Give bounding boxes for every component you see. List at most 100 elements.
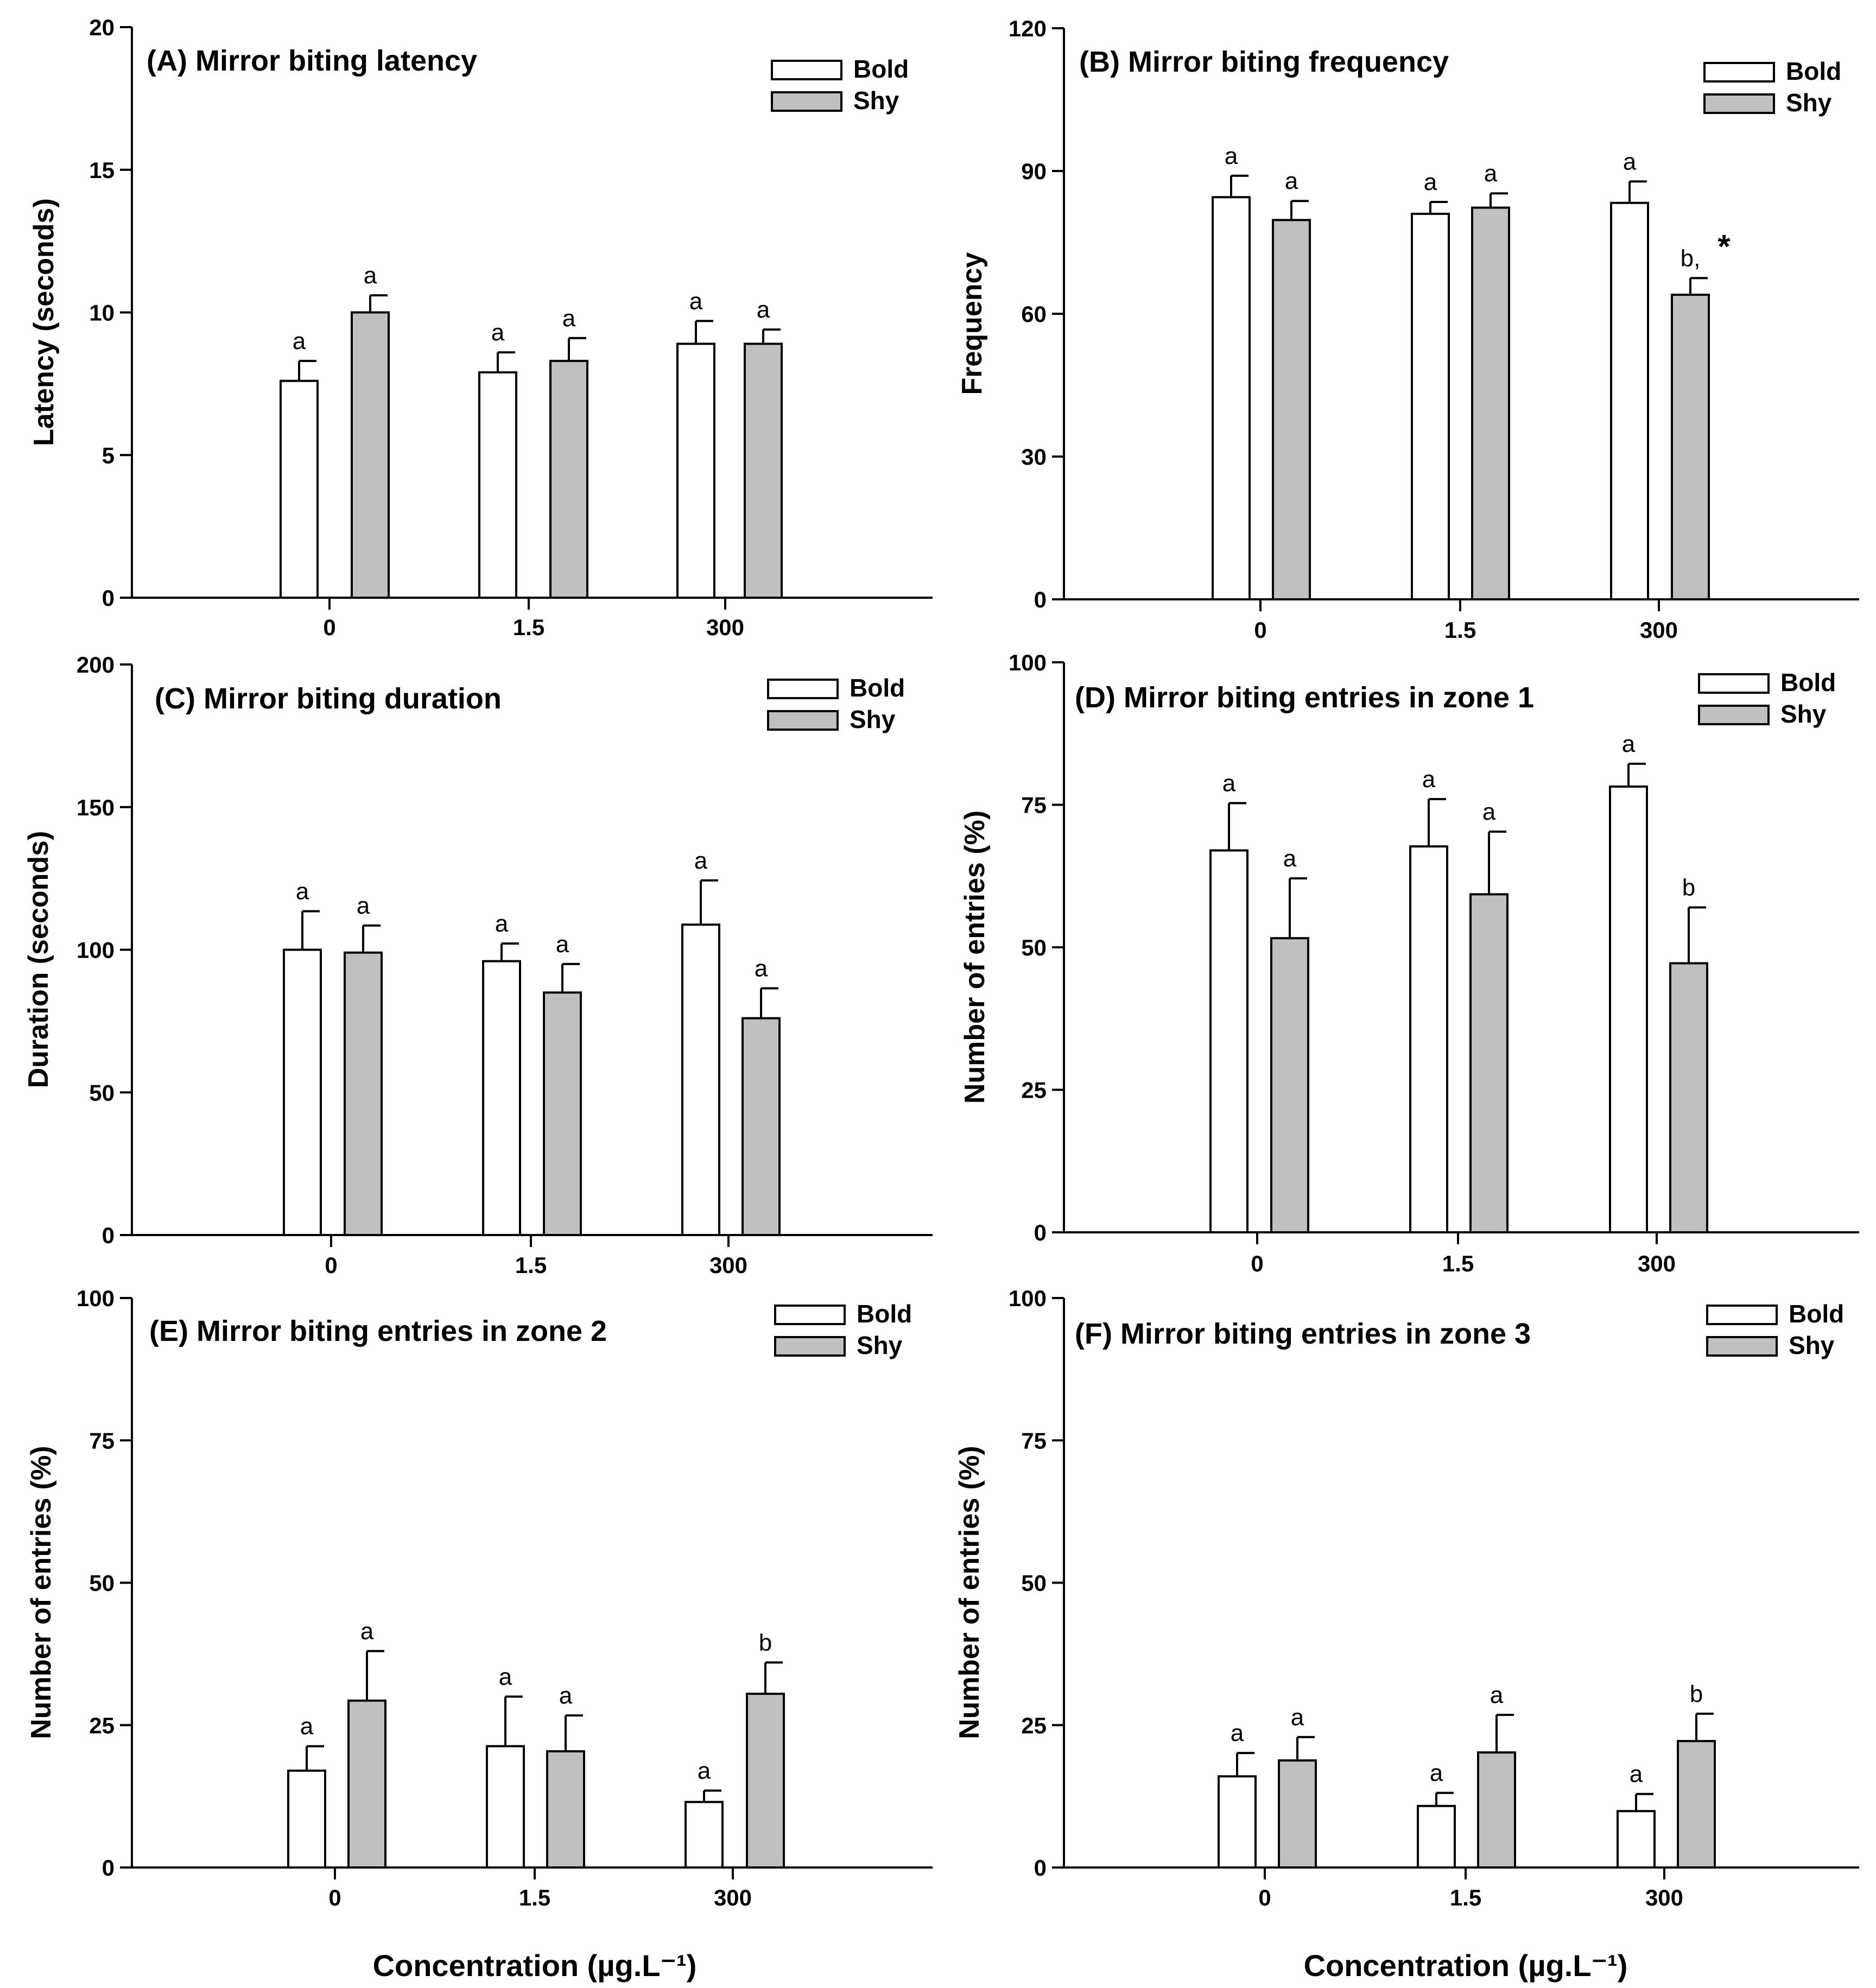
bar-shy <box>1477 1751 1516 1869</box>
bar-bold <box>1218 1775 1257 1869</box>
legend-swatch-shy <box>767 710 839 731</box>
bar-shy <box>347 1699 386 1869</box>
significance-letter: a <box>1225 143 1238 169</box>
x-tick-label: 0 <box>1251 1251 1263 1276</box>
x-tick-label: 300 <box>709 1252 747 1278</box>
y-axis-label: Number of entries (%) <box>954 1446 985 1739</box>
x-tick-label: 0 <box>323 615 335 640</box>
significance-letter: a <box>491 319 505 346</box>
legend-swatch-bold <box>767 679 839 699</box>
y-tick-label: 75 <box>1021 793 1047 818</box>
significance-letter: a <box>1422 766 1436 793</box>
legend-label: Bold <box>853 55 909 83</box>
significance-letter: a <box>694 847 708 874</box>
x-tick-label: 300 <box>1640 617 1678 643</box>
y-tick-label: 0 <box>102 585 115 611</box>
bar-shy <box>741 1017 781 1236</box>
legend-label: Bold <box>1780 668 1836 697</box>
significance-letter: a <box>293 328 306 354</box>
panel-title: (D) Mirror biting entries in zone 1 <box>1075 681 1534 714</box>
significance-letter: a <box>1484 160 1498 187</box>
legend-swatch-shy <box>774 1336 846 1357</box>
legend-swatch-shy <box>1706 1336 1778 1357</box>
legend-swatch-bold <box>771 60 842 80</box>
x-tick-label: 1.5 <box>1444 617 1476 643</box>
x-tick-label: 300 <box>1645 1885 1683 1910</box>
significance-letter: a <box>1231 1720 1244 1746</box>
y-tick-label: 50 <box>1021 1571 1047 1596</box>
bar-bold <box>1609 785 1648 1233</box>
x-axis-title: Concentration (µg.L⁻¹) <box>373 1948 697 1983</box>
legend-swatch-bold <box>774 1305 846 1325</box>
significance-letter: a <box>1622 731 1636 757</box>
significance-letter: b, <box>1681 245 1701 271</box>
bar-shy <box>744 343 783 599</box>
bar-shy <box>344 951 383 1236</box>
panel-title: (A) Mirror biting latency <box>147 45 477 77</box>
x-tick-label: 1.5 <box>1450 1885 1481 1910</box>
y-tick-label: 60 <box>1021 301 1047 327</box>
significance-letter: a <box>360 1618 374 1644</box>
y-tick-label: 100 <box>77 938 115 963</box>
x-tick-label: 300 <box>1638 1251 1676 1276</box>
y-tick-label: 75 <box>89 1428 115 1453</box>
bar-bold <box>1610 201 1649 600</box>
legend-label: Bold <box>850 674 905 702</box>
significance-letter: a <box>1222 770 1236 796</box>
bar-bold <box>482 960 521 1237</box>
bar-bold <box>287 1769 326 1869</box>
bar-shy <box>1471 206 1510 600</box>
y-tick-label: 200 <box>77 652 115 678</box>
x-axis-title: Concentration (µg.L⁻¹) <box>1304 1948 1628 1983</box>
panel-e: 0 25 50 75 100 0 1.5 300 a a a a a b (E) Mirror biting… <box>26 1286 933 1910</box>
x-tick-label: 1.5 <box>513 615 544 640</box>
y-tick-label: 0 <box>1034 1220 1047 1245</box>
significance-letter: a <box>1630 1761 1643 1788</box>
panel-title: (E) Mirror biting entries in zone 2 <box>149 1315 607 1347</box>
y-tick-label: 100 <box>1009 650 1047 675</box>
legend-label: Shy <box>1789 1331 1835 1359</box>
legend-label: Shy <box>1786 88 1832 117</box>
bar-shy <box>1669 962 1708 1234</box>
panel-b: 0 30 60 90 120 0 1.5 300 a a a a a b, * (B) Mirror biti… <box>956 16 1859 643</box>
bar-bold <box>283 948 322 1236</box>
bar-bold <box>1417 1805 1456 1869</box>
bar-bold <box>1409 845 1448 1233</box>
significance-letter: b <box>1690 1681 1703 1707</box>
y-tick-label: 50 <box>1021 935 1047 960</box>
panel-title: (C) Mirror biting duration <box>155 682 502 715</box>
y-tick-label: 25 <box>1021 1078 1047 1103</box>
bar-shy <box>1272 219 1311 600</box>
y-axis-label: Number of entries (%) <box>26 1446 57 1739</box>
significance-letter: a <box>698 1757 711 1784</box>
bar-shy <box>549 359 588 599</box>
bar-shy <box>1278 1759 1317 1869</box>
x-tick-label: 0 <box>1254 617 1266 643</box>
y-tick-label: 5 <box>102 442 115 468</box>
legend-swatch-bold <box>1703 62 1775 83</box>
legend-label: Shy <box>853 86 899 115</box>
significance-letter: a <box>1490 1682 1504 1708</box>
panel-f: 0 25 50 75 100 0 1.5 300 a a a a a b (F) Mirror biting… <box>954 1286 1859 1910</box>
y-axis-label: Latency (seconds) <box>28 198 60 446</box>
y-tick-label: 120 <box>1009 16 1047 41</box>
bar-shy <box>351 311 390 599</box>
x-tick-label: 1.5 <box>1442 1251 1474 1276</box>
significance-letter: a <box>1430 1760 1443 1787</box>
bar-bold <box>1212 196 1251 600</box>
bar-shy <box>1270 937 1309 1233</box>
significance-letter: a <box>296 878 309 905</box>
significance-letter: a <box>1283 845 1297 872</box>
y-axis-label: Number of entries (%) <box>959 811 991 1104</box>
significance-letter: a <box>1623 148 1637 175</box>
x-tick-label: 300 <box>706 615 744 640</box>
significance-letter: b <box>759 1629 772 1656</box>
significance-letter: a <box>495 910 509 937</box>
legend-swatch-shy <box>771 91 842 112</box>
x-tick-label: 1.5 <box>515 1252 547 1278</box>
y-tick-label: 0 <box>1034 1855 1047 1881</box>
significance-letter: b <box>1682 875 1695 901</box>
legend-label: Bold <box>857 1300 912 1328</box>
significance-letter: a <box>1291 1704 1304 1731</box>
y-tick-label: 20 <box>89 15 115 40</box>
